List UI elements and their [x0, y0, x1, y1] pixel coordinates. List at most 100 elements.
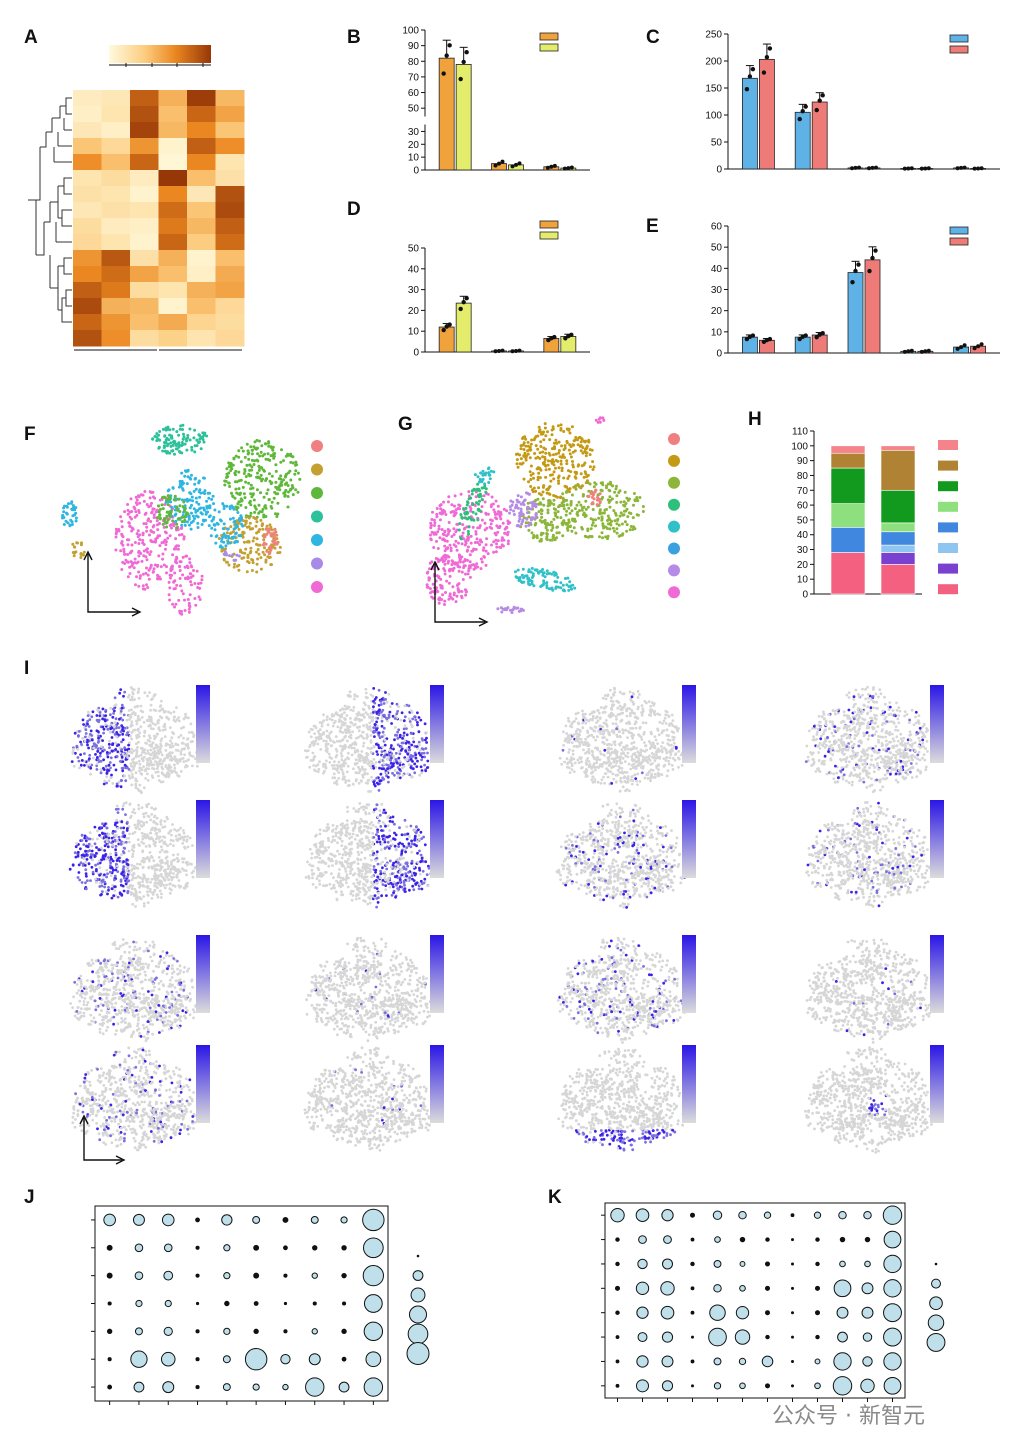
- heatmap-cell: [158, 314, 188, 331]
- feature-cell: [412, 740, 416, 744]
- cell-point: [268, 472, 271, 476]
- feature-cell: [177, 719, 181, 723]
- cell-point: [263, 442, 267, 446]
- replicate-point: [976, 166, 981, 171]
- cell-point: [483, 500, 487, 504]
- feature-cell: [119, 709, 123, 713]
- cell-point: [253, 510, 257, 514]
- cell-point: [244, 506, 248, 509]
- cell-point: [530, 531, 534, 535]
- cell-point: [625, 507, 629, 511]
- cell-point: [547, 492, 551, 496]
- cell-point: [82, 550, 86, 554]
- feature-cell: [148, 851, 152, 854]
- feature-cell: [118, 717, 121, 721]
- cell-point: [133, 557, 137, 561]
- cell-point: [222, 522, 226, 526]
- feature-cell: [170, 860, 173, 864]
- cell-point: [267, 528, 271, 531]
- cell-point: [233, 562, 237, 566]
- cell-point: [537, 486, 541, 490]
- cell-point: [568, 580, 572, 584]
- feature-cell: [103, 718, 107, 722]
- cell-point: [466, 545, 470, 549]
- feature-cell: [138, 783, 142, 787]
- cell-point: [72, 505, 76, 509]
- cell-point: [123, 552, 127, 556]
- cell-point: [183, 523, 187, 527]
- feature-cell: [68, 867, 72, 871]
- cell-point: [451, 585, 455, 589]
- cell-point: [192, 436, 196, 440]
- cell-point: [453, 494, 457, 498]
- cell-point: [149, 520, 153, 523]
- legend-swatch: [938, 543, 958, 553]
- feature-cell: [97, 859, 101, 863]
- cell-point: [183, 442, 187, 446]
- cell-point: [240, 446, 244, 450]
- cell-point: [135, 532, 139, 536]
- feature-cell: [388, 710, 392, 714]
- heatmap-cell: [101, 106, 131, 123]
- cell-point: [632, 503, 635, 507]
- panel-label-d: D: [347, 199, 361, 220]
- legend-swatch: [311, 534, 323, 546]
- cell-point: [482, 486, 486, 490]
- bar: [438, 326, 455, 353]
- feature-cell: [134, 771, 138, 775]
- cell-point: [114, 527, 118, 531]
- cell-point: [570, 425, 574, 429]
- feature-cell: [118, 751, 122, 755]
- feature-cell: [351, 730, 354, 734]
- cell-point: [145, 566, 148, 570]
- feature-cell: [123, 774, 126, 778]
- cell-point: [115, 530, 119, 534]
- cell-point: [578, 509, 581, 512]
- heatmap-cell: [73, 106, 102, 123]
- legend-swatch: [539, 32, 559, 41]
- feature-cell: [161, 772, 165, 776]
- cell-point: [557, 531, 561, 535]
- feature-cell: [102, 731, 105, 735]
- cell-point: [562, 507, 566, 511]
- feature-cell: [370, 719, 374, 723]
- cell-point: [177, 445, 181, 449]
- cell-point: [184, 513, 188, 517]
- cell-point: [530, 516, 534, 520]
- feature-cell: [168, 887, 172, 891]
- feature-cell: [152, 751, 155, 754]
- cell-point: [474, 512, 478, 516]
- cell-point: [144, 511, 148, 515]
- cell-point: [228, 554, 231, 558]
- cell-point: [274, 485, 278, 489]
- feature-cell: [80, 881, 84, 884]
- cell-point: [529, 478, 533, 481]
- cell-point: [79, 556, 83, 559]
- feature-cell: [148, 888, 152, 891]
- feature-cell: [73, 851, 77, 855]
- cell-point: [591, 518, 595, 522]
- cell-point: [243, 551, 247, 555]
- cell-point: [464, 572, 467, 576]
- feature-cell: [119, 779, 123, 782]
- cell-point: [474, 532, 478, 536]
- feature-cell: [137, 687, 141, 691]
- legend-swatch: [949, 237, 969, 246]
- cell-point: [591, 508, 595, 511]
- cell-point: [559, 516, 563, 520]
- feature-cell: [113, 878, 116, 882]
- cell-point: [539, 569, 542, 573]
- heatmap-cell: [215, 298, 245, 315]
- cell-point: [623, 490, 627, 494]
- heatmap-cell: [101, 218, 131, 235]
- feature-cell: [160, 839, 164, 842]
- cell-point: [176, 547, 180, 551]
- cell-point: [432, 518, 436, 522]
- cell-point: [547, 499, 551, 503]
- feature-cell: [76, 756, 80, 759]
- heatmap-cell: [158, 170, 188, 187]
- legend-swatch: [938, 460, 958, 471]
- feature-cell: [153, 884, 157, 888]
- heatmap-cell: [130, 90, 159, 107]
- cell-point: [160, 541, 164, 545]
